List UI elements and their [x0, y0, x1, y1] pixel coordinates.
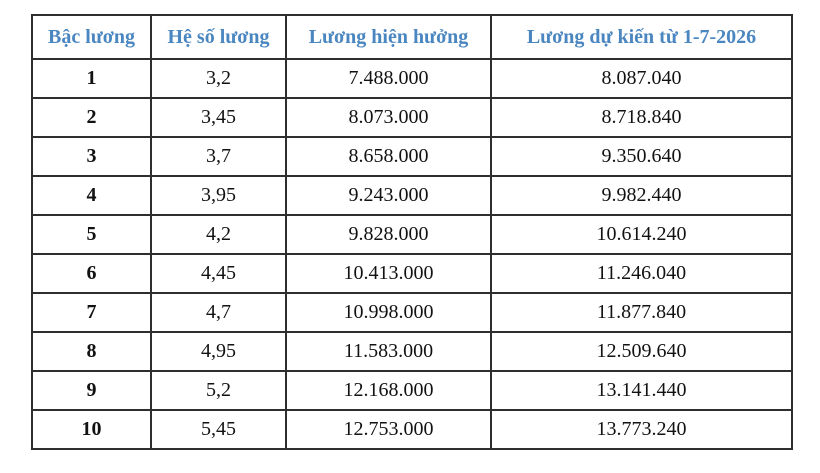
table-row: 2 3,45 8.073.000 8.718.840	[31, 97, 793, 138]
header-luong-du-kien: Lương dự kiến từ 1-7-2026	[490, 14, 793, 60]
table-cell: 9.350.640	[490, 136, 793, 177]
table-cell: 3	[31, 136, 152, 177]
table-cell: 11.246.040	[490, 253, 793, 294]
table-cell: 4,2	[150, 214, 287, 255]
table-cell: 5,45	[150, 409, 287, 450]
table-cell: 12.509.640	[490, 331, 793, 372]
table-cell: 9.828.000	[285, 214, 492, 255]
table-cell: 4,7	[150, 292, 287, 333]
table-row: 8 4,95 11.583.000 12.509.640	[31, 331, 793, 372]
table-cell: 12.168.000	[285, 370, 492, 411]
table-cell: 5	[31, 214, 152, 255]
table-cell: 1	[31, 58, 152, 99]
table-cell: 2	[31, 97, 152, 138]
table-row: 3 3,7 8.658.000 9.350.640	[31, 136, 793, 177]
table-cell: 4	[31, 175, 152, 216]
table-cell: 7	[31, 292, 152, 333]
table-cell: 13.773.240	[490, 409, 793, 450]
table-cell: 10.998.000	[285, 292, 492, 333]
table-cell: 3,95	[150, 175, 287, 216]
table-cell: 5,2	[150, 370, 287, 411]
table-cell: 10.614.240	[490, 214, 793, 255]
table-cell: 3,7	[150, 136, 287, 177]
table-cell: 10	[31, 409, 152, 450]
table-cell: 11.583.000	[285, 331, 492, 372]
table-cell: 10.413.000	[285, 253, 492, 294]
table-cell: 8.718.840	[490, 97, 793, 138]
table-cell: 13.141.440	[490, 370, 793, 411]
header-row: Bậc lương Hệ số lương Lương hiện hưởng Lươn…	[31, 14, 793, 60]
table-cell: 8.087.040	[490, 58, 793, 99]
salary-table-body: 1 3,2 7.488.000 8.087.040 2 3,45 8.073.000 8.71…	[31, 58, 793, 450]
table-cell: 3,2	[150, 58, 287, 99]
table-row: 7 4,7 10.998.000 11.877.840	[31, 292, 793, 333]
table-cell: 4,95	[150, 331, 287, 372]
table-row: 6 4,45 10.413.000 11.246.040	[31, 253, 793, 294]
table-cell: 6	[31, 253, 152, 294]
salary-table-header: Bậc lương Hệ số lương Lương hiện hưởng Lươn…	[31, 14, 793, 60]
table-cell: 3,45	[150, 97, 287, 138]
table-row: 1 3,2 7.488.000 8.087.040	[31, 58, 793, 99]
table-row: 9 5,2 12.168.000 13.141.440	[31, 370, 793, 411]
table-cell: 7.488.000	[285, 58, 492, 99]
salary-table-container: Bậc lương Hệ số lương Lương hiện hưởng Lươn…	[31, 14, 793, 450]
table-cell: 8.658.000	[285, 136, 492, 177]
header-he-so-luong: Hệ số lương	[150, 14, 287, 60]
table-row: 10 5,45 12.753.000 13.773.240	[31, 409, 793, 450]
table-cell: 8	[31, 331, 152, 372]
table-cell: 8.073.000	[285, 97, 492, 138]
salary-table: Bậc lương Hệ số lương Lương hiện hưởng Lươn…	[31, 14, 793, 450]
header-luong-hien-huong: Lương hiện hưởng	[285, 14, 492, 60]
table-cell: 12.753.000	[285, 409, 492, 450]
table-cell: 11.877.840	[490, 292, 793, 333]
table-cell: 9.243.000	[285, 175, 492, 216]
table-row: 4 3,95 9.243.000 9.982.440	[31, 175, 793, 216]
header-bac-luong: Bậc lương	[31, 14, 152, 60]
table-cell: 9.982.440	[490, 175, 793, 216]
table-row: 5 4,2 9.828.000 10.614.240	[31, 214, 793, 255]
table-cell: 4,45	[150, 253, 287, 294]
table-cell: 9	[31, 370, 152, 411]
